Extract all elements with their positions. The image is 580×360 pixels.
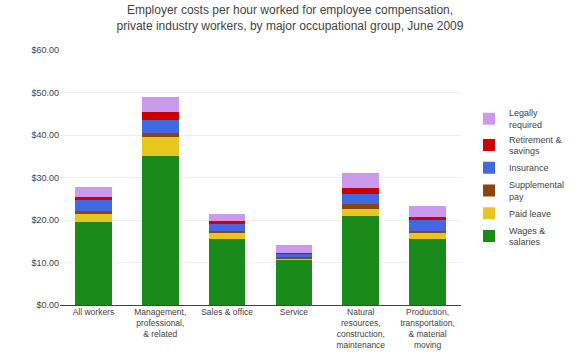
svg-text:Legallyrequired: Legallyrequired [509,108,542,130]
svg-text:Naturalresources,construction,: Naturalresources,construction,maintenanc… [336,307,385,350]
svg-text:$0.00: $0.00 [36,300,59,310]
svg-text:Management,professional,& rela: Management,professional,& related [134,307,186,339]
svg-text:All workers: All workers [73,307,115,317]
svg-text:Sales & office: Sales & office [201,307,253,317]
svg-text:$30.00: $30.00 [31,173,59,183]
svg-text:$10.00: $10.00 [31,258,59,268]
svg-text:Production,transportation,& ma: Production,transportation,& materialmovi… [400,307,454,350]
svg-text:Service: Service [280,307,309,317]
svg-text:$20.00: $20.00 [31,215,59,225]
svg-text:Insurance: Insurance [509,163,549,173]
svg-text:Employer costs per hour worked: Employer costs per hour worked for emplo… [117,3,464,33]
svg-text:$50.00: $50.00 [31,88,59,98]
svg-text:Paid leave: Paid leave [509,209,551,219]
svg-text:$40.00: $40.00 [31,130,59,140]
svg-text:Supplementalpay: Supplementalpay [509,180,564,202]
svg-text:Wages &salaries: Wages &salaries [509,226,545,248]
svg-text:Retirement &savings: Retirement &savings [509,135,562,157]
svg-text:$60.00: $60.00 [31,45,59,55]
